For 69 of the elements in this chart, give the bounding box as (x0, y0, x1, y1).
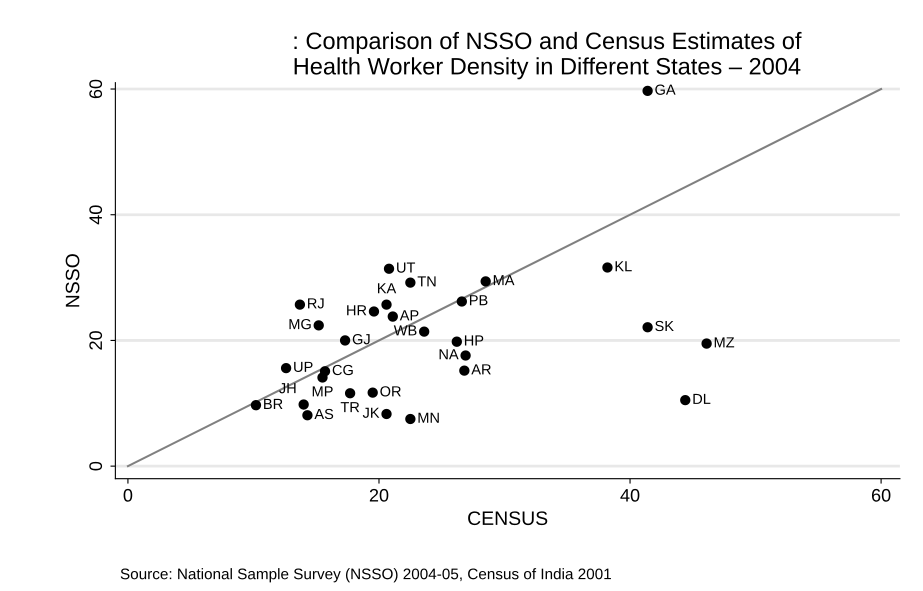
annotation: HR (347, 305, 366, 316)
point (340, 335, 350, 346)
point (701, 338, 712, 349)
point (302, 410, 313, 420)
point (456, 296, 467, 307)
annotation: AR (471, 364, 491, 374)
annotation: MZ (714, 337, 734, 348)
annotation: TN (418, 276, 436, 286)
annotation: WB (394, 325, 416, 336)
x-tick-label: 0 (124, 488, 132, 502)
annotation: OR (380, 386, 401, 397)
annotation: HP (464, 335, 484, 346)
x-tick-label: 60 (872, 488, 890, 502)
point (280, 362, 292, 374)
point (388, 311, 398, 322)
point (368, 387, 378, 398)
point (642, 322, 653, 332)
annotation: AS (314, 408, 334, 420)
annotation: MP (312, 386, 333, 396)
point (680, 394, 690, 406)
annotation: UP (294, 362, 313, 372)
point (344, 388, 356, 398)
point (460, 350, 471, 361)
x-tick-label: 20 (370, 488, 388, 502)
annotation: RJ (308, 298, 324, 309)
y-tick-label: 20 (89, 331, 102, 350)
point (381, 408, 392, 420)
annotation: MA (494, 275, 514, 286)
point (294, 299, 306, 310)
point (317, 372, 328, 383)
annotation: PB (470, 295, 488, 306)
annotation: MG (289, 318, 311, 330)
point (250, 400, 262, 410)
annotation: NA (440, 349, 459, 360)
point (381, 299, 392, 310)
annotation: TR (340, 402, 360, 412)
annotation: JH (279, 383, 296, 394)
point (419, 326, 430, 337)
annotation: UT (397, 262, 416, 273)
y-axis-title: NSSO (66, 254, 80, 307)
point (480, 276, 491, 287)
x-tick-label: 40 (620, 488, 640, 502)
point (298, 399, 309, 410)
y-tick-label: 0 (89, 462, 102, 470)
point (405, 277, 416, 288)
chart-title: : Comparison of NSSO and Census Estimates of Health Worker Density in Different States – 2004 (294, 32, 802, 80)
y-tick-label: 60 (89, 80, 102, 98)
source-note: Source: National Sample Survey (NSSO) 2004-05, Census of India 2001 (120, 568, 611, 582)
annotation: CG (332, 364, 353, 376)
annotation: MN (418, 412, 439, 423)
annotation: KL (616, 261, 632, 272)
annotation: GA (655, 84, 676, 95)
point (368, 306, 380, 317)
annotation: GJ (352, 334, 370, 344)
annotation: KA (378, 283, 396, 294)
point (459, 365, 470, 376)
point (642, 86, 653, 96)
y-tick-label: 40 (89, 205, 102, 224)
point (452, 336, 462, 347)
annotation: DL (693, 394, 710, 404)
annotation: AP (400, 310, 418, 320)
annotation: BR (264, 398, 282, 409)
point (314, 320, 324, 330)
annotation: SK (655, 320, 674, 332)
x-axis-title: CENSUS (468, 511, 548, 526)
annotation: JK (362, 408, 380, 418)
point (405, 414, 416, 424)
point (384, 264, 394, 274)
point (602, 262, 613, 273)
